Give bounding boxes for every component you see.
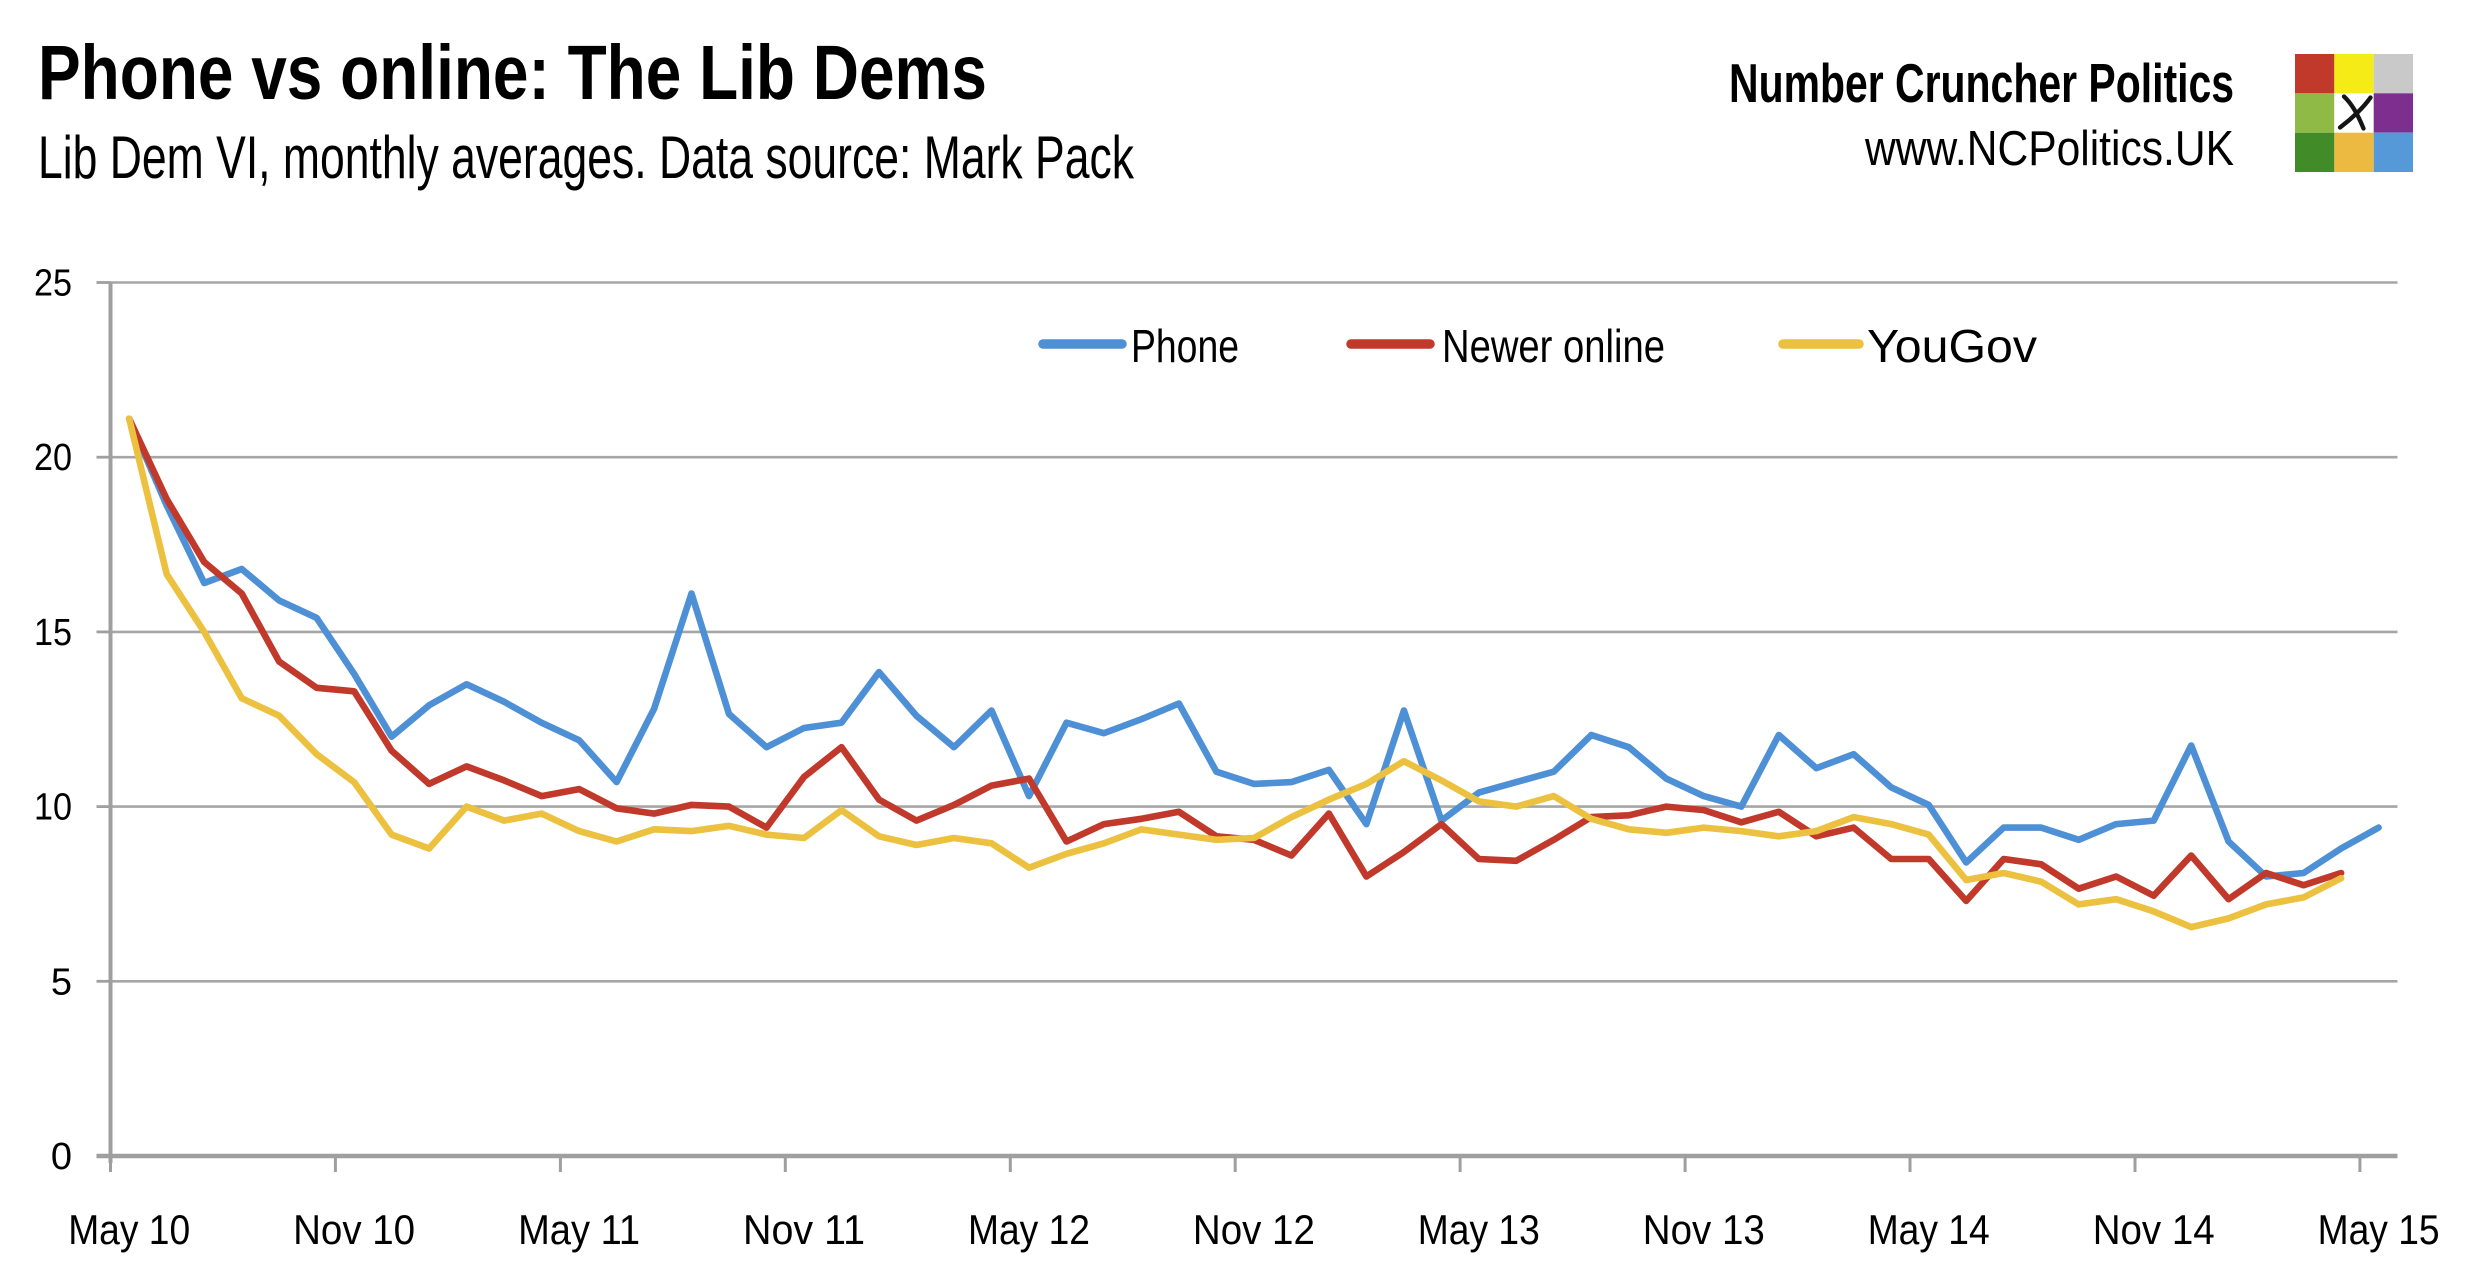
svg-text:10: 10 xyxy=(34,787,72,829)
svg-text:Phone vs online: The Lib Dems: Phone vs online: The Lib Dems xyxy=(38,30,987,116)
svg-text:May 14: May 14 xyxy=(1868,1206,1990,1253)
svg-text:Nov 11: Nov 11 xyxy=(743,1206,865,1253)
svg-text:May 15: May 15 xyxy=(2318,1206,2440,1253)
svg-text:Nov 10: Nov 10 xyxy=(293,1206,415,1253)
svg-text:Nov 13: Nov 13 xyxy=(1643,1206,1765,1253)
svg-text:Newer online: Newer online xyxy=(1442,320,1665,372)
svg-text:May 10: May 10 xyxy=(68,1206,190,1253)
svg-text:Lib Dem VI, monthly averages.: Lib Dem VI, monthly averages. Data sourc… xyxy=(38,124,1135,191)
svg-text:5: 5 xyxy=(51,961,72,1003)
svg-text:Number Cruncher Politics: Number Cruncher Politics xyxy=(1729,52,2234,114)
svg-text:Nov 12: Nov 12 xyxy=(1193,1206,1315,1253)
svg-text:20: 20 xyxy=(34,437,72,479)
svg-text:YouGov: YouGov xyxy=(1867,320,2037,372)
svg-text:0: 0 xyxy=(51,1136,72,1178)
svg-text:www.NCPolitics.UK: www.NCPolitics.UK xyxy=(1864,122,2234,176)
svg-text:May 12: May 12 xyxy=(968,1206,1090,1253)
svg-text:25: 25 xyxy=(34,263,72,305)
svg-text:May 11: May 11 xyxy=(518,1206,640,1253)
svg-text:May 13: May 13 xyxy=(1418,1206,1540,1253)
svg-text:15: 15 xyxy=(34,612,72,654)
svg-text:Phone: Phone xyxy=(1131,320,1239,372)
svg-text:Nov 14: Nov 14 xyxy=(2093,1206,2215,1253)
